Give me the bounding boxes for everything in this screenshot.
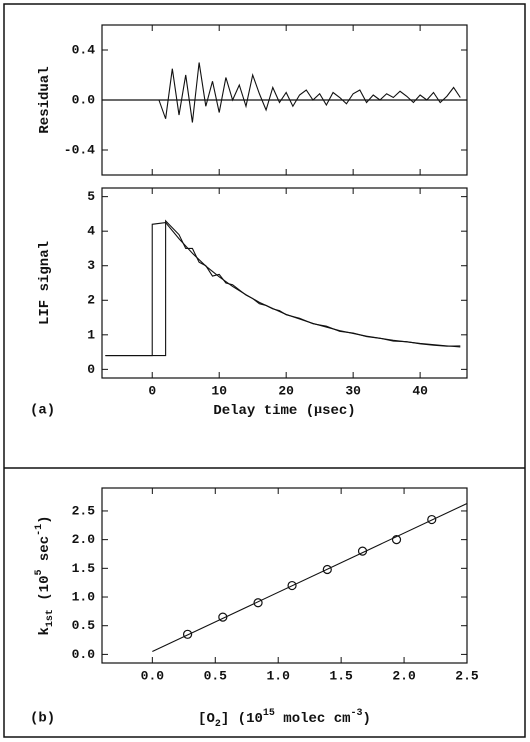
x-tick-label: 20: [278, 383, 294, 398]
x-tick-label: 1.5: [329, 668, 353, 683]
x-tick-label: 10: [211, 383, 227, 398]
x-axis-label: Delay time (μsec): [213, 402, 355, 418]
y-axis-label: k1st (105 sec-1): [34, 515, 56, 635]
y-tick-label: 5: [87, 189, 95, 204]
point: [253, 598, 263, 608]
x-axis-label-part: 2: [215, 719, 221, 730]
y-axis-label: LIF signal: [37, 241, 53, 325]
y-tick-label: 3: [87, 258, 95, 273]
y-tick-label: 2: [87, 293, 95, 308]
y-tick-label: -0.4: [64, 142, 95, 157]
y-tick-label: 1: [87, 327, 95, 342]
point: [182, 629, 193, 639]
x-axis-label-part: μ: [314, 402, 322, 417]
y-axis-label: Residual: [37, 66, 53, 133]
y-axis-label-part: -1: [34, 524, 45, 536]
y-tick-label: 0.0: [72, 647, 96, 662]
x-axis-label-part: molec cm: [275, 711, 351, 727]
y-axis-label-part: k: [37, 627, 53, 635]
y-axis-label-part: 5: [34, 569, 45, 575]
line: [105, 219, 461, 357]
point: [287, 580, 297, 591]
y-tick-label: 0.4: [72, 42, 96, 57]
panel-label: (a): [30, 403, 55, 419]
line: [152, 502, 467, 653]
panel-label: (b): [30, 711, 55, 727]
point: [427, 514, 437, 525]
y-axis-label-part: sec: [37, 536, 53, 570]
x-tick-label: 0.0: [141, 668, 165, 683]
x-axis-label: [O2] (1015 molec cm-3): [198, 708, 371, 730]
y-axis-label-part: LIF signal: [37, 241, 53, 325]
y-axis-label-part: (10: [37, 576, 53, 610]
y-tick-label: 2.5: [72, 503, 96, 518]
line: [105, 62, 461, 123]
y-axis-label-part: Residual: [37, 66, 53, 133]
point: [218, 612, 228, 622]
x-tick-label: 2.5: [455, 668, 479, 683]
point: [391, 535, 402, 545]
y-tick-label: 4: [87, 224, 95, 239]
y-tick-label: 0.5: [72, 618, 96, 633]
y-tick-label: 1.0: [72, 589, 96, 604]
x-tick-label: 1.0: [267, 668, 291, 683]
x-tick-label: 0: [148, 383, 156, 398]
y-tick-label: 0.0: [72, 92, 96, 107]
x-axis-label-part: [O: [198, 711, 215, 727]
x-axis-label-part: sec): [322, 403, 356, 419]
axes-box: [101, 187, 468, 379]
x-axis-label-part: ): [363, 711, 371, 727]
x-axis-label-part: ] (10: [221, 711, 263, 727]
line: [105, 221, 461, 357]
y-tick-label: 1.5: [72, 561, 96, 576]
x-axis-label-part: Delay time (: [213, 403, 314, 419]
y-tick-label: 0: [87, 362, 95, 377]
x-tick-label: 30: [345, 383, 361, 398]
frame: [3, 3, 526, 738]
x-axis-label-part: -3: [351, 708, 363, 719]
x-tick-label: 2.0: [392, 668, 416, 683]
y-axis-label-part: ): [37, 515, 53, 523]
y-axis-label-part: 1st: [45, 609, 56, 627]
x-tick-label: 40: [412, 383, 428, 398]
x-tick-label: 0.5: [204, 668, 228, 683]
point: [322, 564, 332, 575]
x-axis-label-part: 15: [263, 708, 275, 719]
axes-box: [101, 487, 468, 664]
y-tick-label: 2.0: [72, 532, 96, 547]
